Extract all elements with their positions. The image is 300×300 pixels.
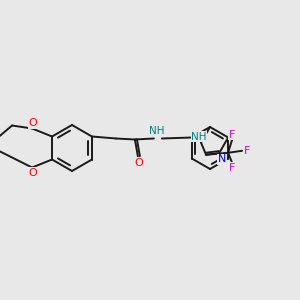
Text: F: F xyxy=(244,146,250,156)
Text: N: N xyxy=(218,154,226,164)
Text: O: O xyxy=(29,167,38,178)
Text: O: O xyxy=(29,118,38,128)
Text: F: F xyxy=(229,130,235,140)
Text: F: F xyxy=(229,163,235,173)
Text: NH: NH xyxy=(149,127,165,136)
Text: NH: NH xyxy=(191,132,207,142)
Text: O: O xyxy=(134,158,143,167)
